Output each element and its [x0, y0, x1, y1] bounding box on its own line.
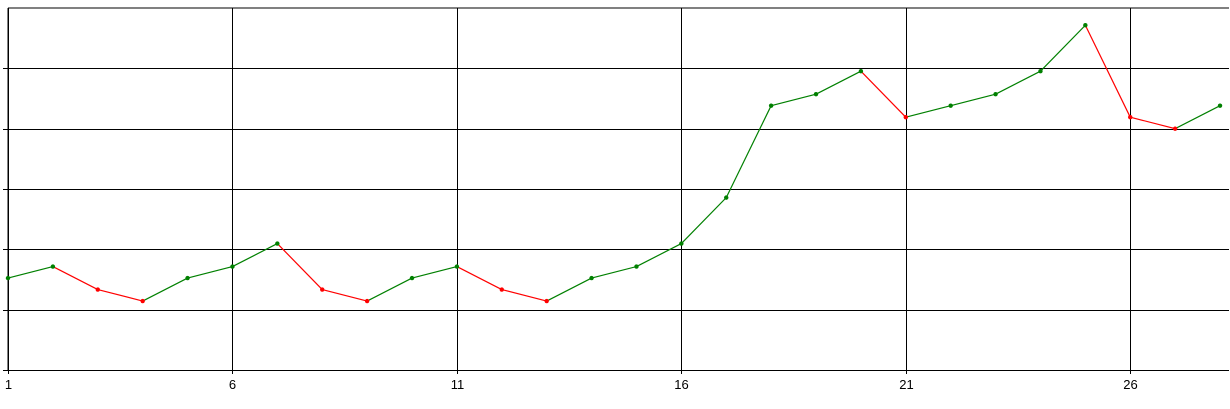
data-point: [724, 195, 729, 200]
data-point: [858, 69, 864, 74]
series-segment: [905, 105, 951, 118]
series-segment: [322, 288, 368, 302]
data-point: [768, 103, 774, 108]
series-segment: [815, 70, 862, 95]
series-segment: [1040, 24, 1086, 72]
data-point: [185, 275, 190, 281]
data-point: [5, 275, 11, 281]
data-point: [499, 287, 504, 292]
data-point: [544, 298, 549, 304]
data-point: [320, 287, 325, 292]
data-point: [50, 264, 56, 269]
series-segment: [366, 277, 413, 302]
data-point: [364, 298, 370, 304]
series-segment: [546, 277, 592, 302]
series-segment: [770, 93, 817, 107]
data-point: [589, 275, 594, 281]
series-segment: [276, 243, 323, 290]
series-segment: [1174, 105, 1221, 130]
x-tick-label: 1: [5, 377, 12, 392]
data-point: [409, 275, 415, 281]
series-segment: [187, 265, 233, 279]
grid: [3, 7, 1229, 374]
series-points: [5, 23, 1223, 304]
series-segment: [52, 266, 99, 291]
series-segment: [995, 70, 1041, 95]
series-segment: [232, 243, 278, 268]
data-point: [275, 241, 280, 246]
data-point: [634, 264, 639, 269]
series-segment: [591, 265, 637, 279]
data-point: [1172, 126, 1178, 131]
data-point: [813, 91, 819, 97]
series-segment: [411, 265, 458, 279]
x-tick-label: 21: [899, 377, 913, 392]
x-tick-label: 6: [229, 377, 236, 392]
series-segment: [501, 288, 547, 302]
x-tick-label: 26: [1123, 377, 1137, 392]
series-segment: [142, 277, 188, 302]
series-segment: [456, 266, 503, 291]
x-tick-label: 16: [674, 377, 688, 392]
data-point: [1217, 103, 1223, 108]
series-segment: [1084, 24, 1131, 118]
series-segment: [725, 105, 772, 198]
x-axis-ticks: 1 6 11 16 21 26: [5, 377, 1138, 392]
data-point: [679, 241, 684, 246]
data-point: [903, 114, 908, 120]
x-tick-label: 11: [451, 377, 465, 392]
data-point: [230, 264, 235, 269]
data-point: [1128, 114, 1133, 120]
data-point: [95, 287, 100, 292]
data-point: [993, 91, 998, 97]
series-segment: [860, 70, 907, 118]
data-point: [948, 103, 953, 108]
data-point: [140, 298, 145, 304]
data-point: [454, 264, 460, 269]
series-segment: [636, 243, 682, 268]
series-segment: [7, 265, 54, 279]
series-segment: [97, 288, 143, 302]
series-segment: [950, 93, 996, 107]
data-point: [1083, 23, 1088, 28]
series-segment: [680, 197, 727, 245]
series-line: [7, 24, 1221, 302]
data-point: [1038, 69, 1043, 74]
series-segment: [1130, 116, 1176, 130]
